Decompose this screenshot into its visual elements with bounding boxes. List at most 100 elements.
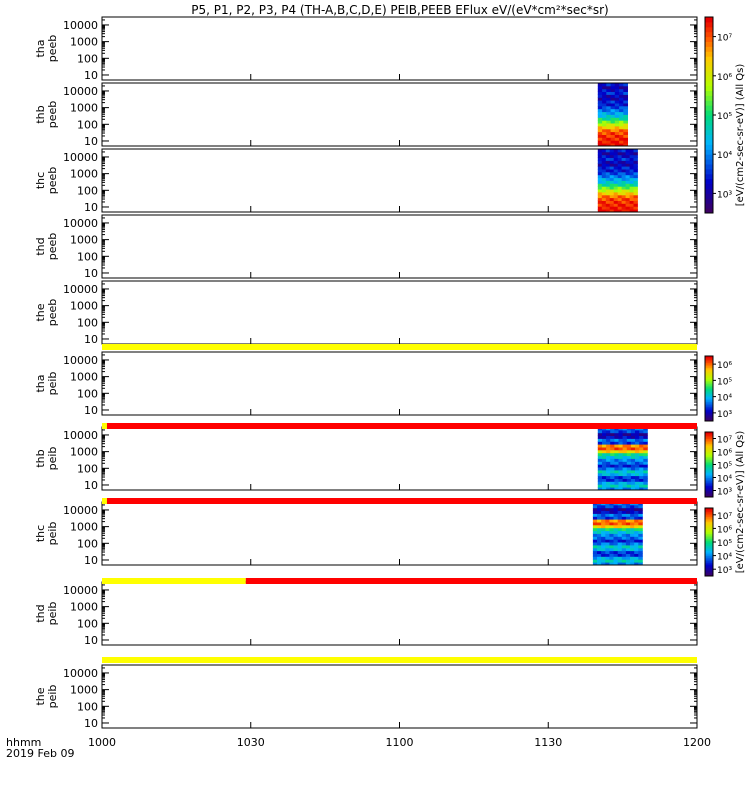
colorbar-cell	[705, 198, 713, 204]
heatmap-cell	[609, 206, 615, 210]
heatmap-cell	[609, 160, 615, 164]
heatmap-cell	[597, 189, 603, 193]
heatmap-cell	[643, 487, 648, 491]
heatmap-cell	[597, 123, 603, 127]
heatmap-cell	[602, 97, 607, 101]
heatmap-cell	[623, 108, 628, 113]
heatmap-cell	[610, 452, 615, 457]
heatmap-cell	[639, 447, 644, 451]
colorbar-cell	[705, 570, 713, 574]
colorbar-cell	[705, 178, 713, 185]
heatmap-cell	[623, 111, 628, 115]
status-bars-group	[102, 344, 698, 663]
panel-5: 10 100 1000 10000 the peeb	[34, 280, 698, 346]
colorbar-cell	[705, 41, 713, 47]
heatmap-cell	[602, 85, 607, 90]
heatmap-cell	[613, 547, 618, 552]
colorbar-cell	[705, 90, 713, 96]
heatmap-cell	[621, 189, 626, 193]
heatmap-cell	[621, 507, 627, 511]
heatmap-cell	[633, 160, 638, 164]
heatmap-cell	[625, 536, 631, 540]
heatmap-cell	[609, 157, 615, 161]
heatmap-cell	[621, 183, 626, 187]
heatmap-cell	[626, 435, 632, 439]
heatmap-cell	[601, 553, 606, 557]
heatmap-cell	[635, 455, 640, 459]
heatmap-cell	[617, 177, 623, 181]
heatmap-cell	[597, 88, 603, 92]
heatmap-cell	[614, 120, 620, 124]
heatmap-cell	[625, 562, 631, 566]
heatmap-cell	[605, 507, 610, 511]
colorbar-cell	[705, 516, 713, 519]
heatmap-cell	[606, 94, 611, 98]
panel-10: 10 100 1000 10000 the peib	[34, 664, 698, 730]
heatmap-cell	[597, 475, 603, 479]
colorbar-cell	[705, 562, 713, 565]
heatmap-cell	[639, 470, 644, 474]
colorbar-cell	[705, 362, 713, 365]
heatmap-cell	[602, 105, 607, 110]
heatmap-cell	[635, 487, 640, 491]
heatmap-cell	[601, 174, 607, 179]
heatmap-cell	[630, 461, 636, 465]
heatmap-cell	[625, 197, 630, 201]
heatmap-cell	[605, 206, 611, 210]
status-bar-segment	[102, 498, 107, 504]
panel-frame	[101, 351, 698, 416]
heatmap-cell	[639, 475, 644, 479]
heatmap-cell	[609, 166, 615, 170]
heatmap-cell	[601, 203, 607, 207]
colorbar-cell	[705, 480, 713, 483]
heatmap-cell	[613, 530, 618, 534]
heatmap-cell	[625, 530, 631, 534]
heatmap-cell	[602, 143, 607, 147]
heatmap-cell	[634, 533, 639, 537]
heatmap-cell	[643, 461, 648, 465]
heatmap-cell	[634, 507, 639, 511]
heatmap-cell	[609, 163, 615, 167]
heatmap-cell	[609, 530, 614, 534]
heatmap-cell	[635, 472, 640, 477]
heatmap-cell	[613, 171, 619, 176]
heatmap-cell	[606, 449, 611, 454]
heatmap-cell	[625, 547, 631, 552]
heatmap-cell	[633, 157, 638, 161]
heatmap-cell	[610, 441, 615, 445]
heatmap-cell	[621, 510, 627, 514]
heatmap-cell	[621, 533, 627, 537]
heatmap-cell	[625, 166, 630, 170]
heatmap-cell	[625, 177, 630, 181]
heatmap-cell	[609, 559, 614, 563]
heatmap-cell	[592, 522, 598, 526]
heatmap-cell	[592, 510, 598, 514]
heatmap-cell	[614, 91, 620, 95]
heatmap-cell	[639, 449, 644, 454]
colorbar-cell	[705, 526, 713, 529]
heatmap-cell	[635, 461, 640, 465]
heatmap-cell	[610, 120, 616, 124]
heatmap-cell	[635, 452, 640, 457]
heatmap-cell	[602, 435, 607, 439]
heatmap-cell	[621, 174, 626, 179]
heatmap-cell	[623, 120, 628, 124]
heatmap-cell	[609, 177, 615, 181]
heatmap-cell	[623, 140, 628, 144]
heatmap-cell	[602, 475, 607, 479]
heatmap-cell	[605, 522, 610, 526]
heatmap-cell	[643, 429, 648, 434]
heatmap-cell	[626, 452, 632, 457]
heatmap-cell	[634, 522, 639, 526]
heatmap-cell	[625, 507, 631, 511]
heatmap-cell	[606, 438, 611, 442]
y-tick-label: 100	[77, 184, 98, 197]
heatmap-cell	[602, 131, 607, 135]
heatmap-cell	[619, 126, 624, 130]
heatmap-cell	[635, 470, 640, 474]
heatmap-cell	[613, 533, 618, 537]
heatmap-cell	[638, 533, 643, 537]
heatmap-cell	[605, 527, 610, 532]
heatmap-cell	[630, 559, 635, 563]
heatmap-cell	[609, 513, 614, 517]
